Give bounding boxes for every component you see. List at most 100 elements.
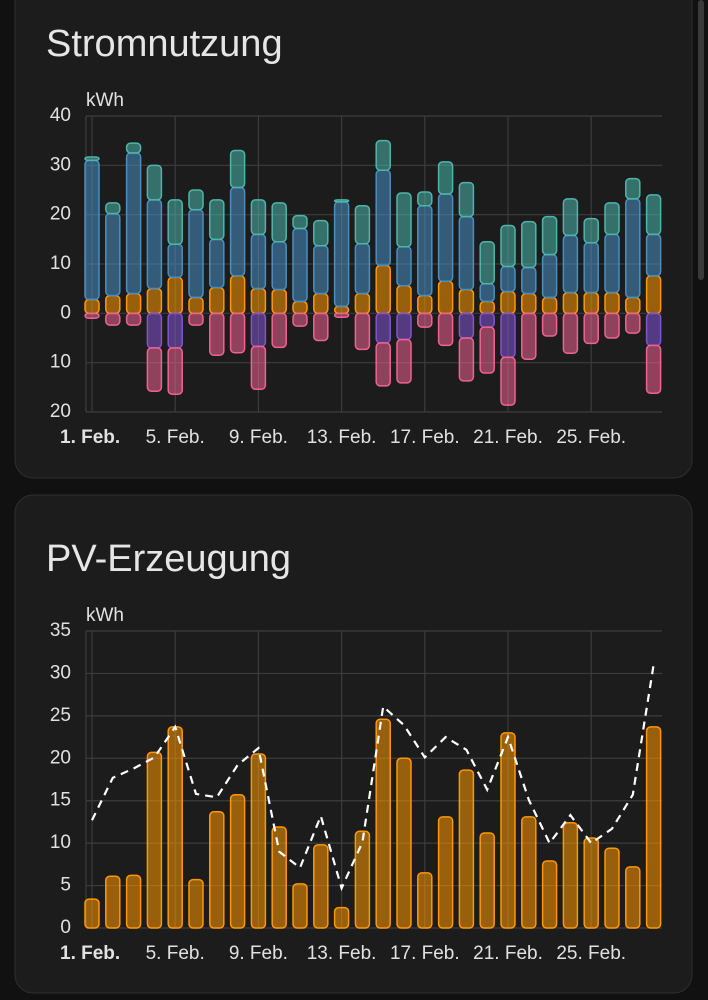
y-tick-label: 10 <box>50 832 71 853</box>
x-tick-label: 17. Feb. <box>390 427 460 448</box>
bar <box>105 202 121 215</box>
y-tick-label: 20 <box>50 401 71 422</box>
bar <box>167 312 183 349</box>
bar <box>333 201 350 308</box>
bar <box>417 312 433 328</box>
bar <box>437 193 454 283</box>
bar <box>645 194 662 236</box>
bar <box>521 292 537 315</box>
bar <box>458 312 475 339</box>
bar <box>188 312 204 326</box>
bar <box>562 234 579 294</box>
bar <box>541 253 558 299</box>
chart-title: PV-Erzeugung <box>46 538 291 580</box>
bar <box>396 312 412 341</box>
bar <box>333 906 350 929</box>
bar <box>188 296 204 315</box>
bar <box>271 202 287 243</box>
bar <box>105 212 121 297</box>
bar <box>645 312 662 347</box>
y-tick-label: 0 <box>60 302 71 323</box>
bar <box>146 751 163 929</box>
bar <box>229 186 246 277</box>
bar <box>250 233 267 290</box>
bar <box>417 294 433 315</box>
bar <box>105 312 121 326</box>
bar <box>292 227 308 303</box>
bar <box>313 312 329 342</box>
bar <box>250 199 267 236</box>
bar <box>583 291 599 315</box>
bar <box>396 192 412 248</box>
bar <box>375 312 391 344</box>
bar <box>583 242 599 294</box>
bar <box>271 312 287 349</box>
bar <box>562 198 579 237</box>
bar <box>271 826 287 929</box>
bar <box>146 347 163 393</box>
bar <box>437 280 454 315</box>
bar <box>541 860 558 929</box>
bar <box>500 356 516 406</box>
bar <box>167 726 183 929</box>
x-tick-label: 21. Feb. <box>473 943 543 964</box>
y-tick-label: 30 <box>50 662 71 683</box>
bar <box>521 220 537 269</box>
bar <box>188 878 204 929</box>
y-tick-label: 40 <box>50 105 71 126</box>
bar <box>437 312 454 347</box>
bar <box>250 345 267 391</box>
bar <box>458 337 475 382</box>
bar <box>167 243 183 279</box>
bar <box>562 291 579 315</box>
bar <box>500 312 516 358</box>
bar <box>479 300 495 315</box>
bar <box>146 287 163 315</box>
bar <box>354 243 371 295</box>
bar <box>645 344 662 395</box>
bar <box>625 198 641 299</box>
bar <box>500 224 516 268</box>
x-tick-label: 25. Feb. <box>556 427 626 448</box>
bar <box>292 300 308 315</box>
bar <box>604 312 620 339</box>
bar <box>437 161 454 195</box>
y-tick-label: 35 <box>50 620 71 641</box>
bar <box>417 205 433 297</box>
bar <box>521 816 537 929</box>
bar <box>271 241 287 291</box>
bar <box>417 872 433 929</box>
x-tick-label: 5. Feb. <box>146 943 205 964</box>
bar <box>125 152 142 295</box>
bar <box>292 883 308 929</box>
bar <box>354 830 371 929</box>
bar <box>84 159 100 301</box>
bar <box>458 769 475 929</box>
bar <box>396 284 412 315</box>
bar <box>541 296 558 315</box>
y-tick-label: 5 <box>60 875 71 896</box>
bar <box>645 275 662 315</box>
bar <box>541 215 558 256</box>
bar <box>167 276 183 315</box>
bar <box>313 292 329 315</box>
bar <box>562 822 579 929</box>
bar <box>354 292 371 315</box>
bar <box>250 753 267 929</box>
y-tick-label: 10 <box>50 352 71 373</box>
bar <box>479 326 495 374</box>
bar <box>458 215 475 291</box>
bar <box>417 191 433 207</box>
bar <box>146 199 163 290</box>
bar <box>271 288 287 315</box>
bar <box>625 866 641 929</box>
bar <box>209 199 225 241</box>
bar <box>229 275 246 315</box>
bar <box>604 233 620 294</box>
bar <box>645 233 662 277</box>
y-tick-label: 15 <box>50 790 71 811</box>
bar <box>500 732 516 929</box>
bar <box>583 837 599 929</box>
